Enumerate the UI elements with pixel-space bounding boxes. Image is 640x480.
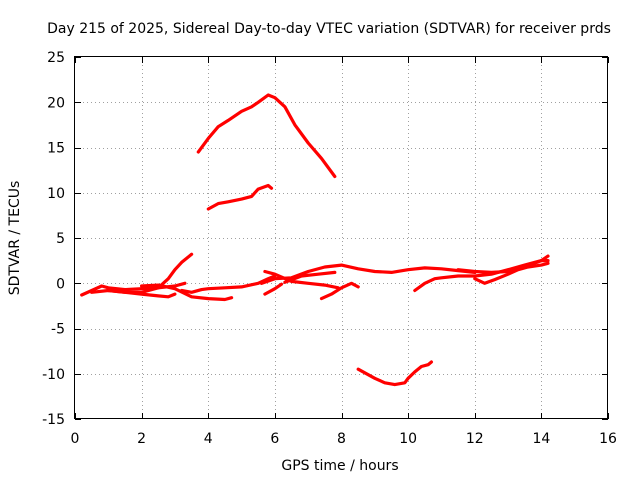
y-tick-label: -15 (42, 412, 65, 428)
series-arc-11 (283, 270, 337, 284)
data-series (80, 93, 550, 387)
x-axis-label: GPS time / hours (281, 458, 398, 474)
x-tick-labels: 0 2 4 6 8 10 12 14 16 (71, 431, 617, 447)
x-tick-label: 16 (599, 431, 617, 447)
y-tick-label: 0 (56, 276, 65, 292)
plot-frame (74, 56, 608, 419)
x-tick-label: 10 (399, 431, 417, 447)
x-tick-label: 12 (466, 431, 484, 447)
series-arc-16 (473, 261, 550, 285)
x-tick-label: 0 (71, 431, 80, 447)
x-tick-label: 6 (270, 431, 279, 447)
y-axis-label: SDTVAR / TECUs (7, 181, 23, 296)
grid (75, 57, 608, 419)
y-tick-labels: -15 -10 -5 0 5 10 15 20 25 (42, 50, 65, 428)
y-tick-label: 15 (47, 141, 65, 157)
series-arc-10 (263, 282, 284, 296)
y-tick-label: 25 (47, 50, 65, 66)
x-tick-label: 2 (137, 431, 146, 447)
series-arc-8 (263, 269, 340, 290)
y-tick-label: -5 (51, 322, 65, 338)
series-arc-7 (206, 183, 274, 211)
x-tick-label: 8 (337, 431, 346, 447)
y-tick-label: -10 (42, 367, 65, 383)
chart-title: Day 215 of 2025, Sidereal Day-to-day VTE… (47, 21, 611, 37)
series-arc-4 (140, 283, 234, 302)
x-tick-label: 4 (204, 431, 213, 447)
y-tick-label: 20 (47, 95, 65, 111)
series-arc-12 (319, 281, 360, 301)
y-tick-label: 10 (47, 186, 65, 202)
series-arc-6 (196, 93, 337, 179)
series-arc-3 (106, 252, 194, 294)
series-arc-15 (456, 254, 550, 274)
series-arc-9 (259, 263, 477, 285)
series-arc-13 (356, 360, 433, 387)
series-arc-5 (180, 274, 277, 294)
y-tick-label: 5 (56, 231, 65, 247)
x-tick-label: 14 (532, 431, 550, 447)
